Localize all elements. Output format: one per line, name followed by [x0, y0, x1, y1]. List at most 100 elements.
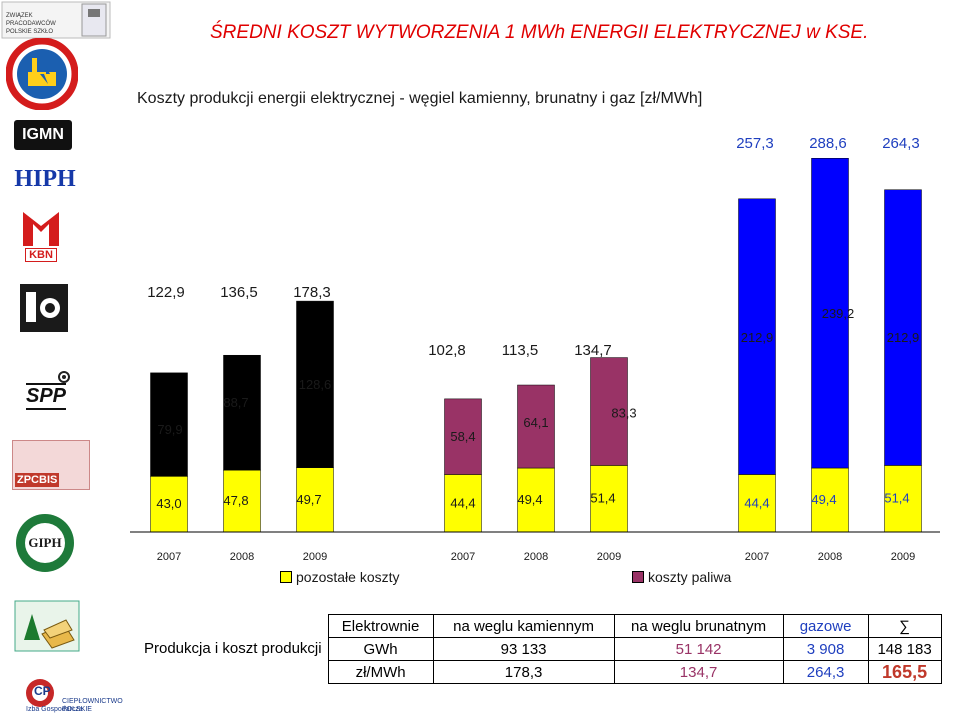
- table-cell: 178,3: [432, 660, 615, 684]
- table-cell: 264,3: [782, 660, 869, 684]
- row-label: GWh: [327, 637, 434, 661]
- table-row: GWh 93 133 51 142 3 908 148 183: [138, 637, 942, 661]
- data-label-fuel: 83,3: [611, 406, 636, 421]
- bar-other-costs: [884, 465, 922, 533]
- column-header: ∑: [867, 614, 942, 638]
- bar-fuel-costs: [590, 357, 628, 466]
- table-cell: 51 142: [613, 637, 784, 661]
- kbn-text: KBN: [25, 248, 57, 262]
- table-cell: 3 908: [782, 637, 869, 661]
- data-label-fuel: 79,9: [157, 422, 182, 437]
- legend-swatch-other: [280, 571, 292, 583]
- bar-fuel-costs: [150, 372, 188, 477]
- table-cell-total: 165,5: [867, 660, 942, 684]
- hiph-text: HIPH: [14, 165, 76, 192]
- giph-seal-icon: [16, 514, 74, 572]
- data-label-fuel: 239,2: [822, 306, 855, 321]
- polskie-szklo-text: ZWIĄZEK PRACODAWCÓW POLSKIE SZKŁO: [6, 13, 56, 35]
- x-tick-label: 2007: [451, 551, 475, 563]
- table-cell: 93 133: [432, 637, 615, 661]
- logo-sidebar: ZWIĄZEK PRACODAWCÓW POLSKIE SZKŁO IGMN H…: [0, 0, 123, 718]
- energy-chamber-logo: [6, 38, 78, 110]
- table-row: Produkcja i koszt produkcji Elektrownie …: [138, 614, 942, 657]
- data-label-other: 44,4: [744, 495, 769, 510]
- data-label-total: 134,7: [574, 342, 612, 359]
- bar-other-costs: [223, 469, 261, 533]
- igmn-logo: IGMN: [14, 120, 72, 150]
- forest-logo: [14, 600, 80, 652]
- spp-gear-icon: [58, 370, 70, 383]
- data-label-other: 51,4: [590, 491, 615, 506]
- legend-swatch-fuel: [632, 571, 644, 583]
- kbn-emblem-icon: [23, 212, 59, 246]
- col-header-cell: Elektrownie: [327, 614, 434, 638]
- bar-fuel-costs: [884, 189, 922, 466]
- legend-label-fuel: koszty paliwa: [648, 569, 732, 585]
- legend-fuel-costs: koszty paliwa: [632, 569, 731, 585]
- data-label-fuel: 88,7: [223, 395, 248, 410]
- zpcbis-logo: ZPCBIS: [12, 440, 90, 490]
- bar-fuel-costs: [517, 384, 555, 469]
- bar-fuel-costs: [444, 398, 482, 475]
- spp-text: SPP: [25, 382, 67, 410]
- table-cell: 148 183: [867, 637, 942, 661]
- zpcbis-text: ZPCBIS: [15, 473, 60, 487]
- x-tick-label: 2007: [745, 551, 769, 563]
- bar-fuel-costs: [738, 198, 776, 475]
- data-label-other: 44,4: [450, 495, 475, 510]
- data-label-fuel: 212,9: [887, 330, 920, 345]
- giph-text: GIPH: [28, 535, 62, 550]
- data-label-other: 47,8: [223, 493, 248, 508]
- polskie-szklo-emblem: [1, 1, 111, 39]
- data-label-fuel: 128,6: [299, 377, 332, 392]
- bar-other-costs: [590, 465, 628, 533]
- data-label-other: 43,0: [156, 496, 181, 511]
- izba-cieplownictwo-logo: CP Izba Gospodarcza CIEPŁOWNICTWO POLSKI…: [22, 672, 140, 718]
- factory-seal-icon: [6, 38, 78, 110]
- bar-other-costs: [517, 467, 555, 533]
- column-header: na weglu brunatnym: [613, 614, 784, 638]
- izba-mark: CP: [34, 684, 51, 698]
- data-label-total: 113,5: [502, 342, 538, 359]
- bar-other-costs: [150, 476, 188, 533]
- row-header-text: Produkcja i koszt produkcji: [144, 640, 322, 657]
- machine-logo: [18, 282, 70, 334]
- page-title: ŚREDNI KOSZT WYTWORZENIA 1 MWh ENERGII E…: [210, 22, 869, 43]
- x-tick-label: 2009: [597, 551, 621, 563]
- kbn-logo: KBN: [20, 208, 62, 264]
- data-label-total: 288,6: [809, 135, 847, 152]
- table-row: zł/MWh 178,3 134,7 264,3 165,5: [138, 660, 942, 684]
- x-tick-label: 2009: [303, 551, 327, 563]
- polskie-szklo-logo: ZWIĄZEK PRACODAWCÓW POLSKIE SZKŁO: [0, 0, 112, 40]
- cp-emblem-icon: [26, 679, 54, 707]
- x-tick-label: 2008: [524, 551, 548, 563]
- data-label-total: 122,9: [147, 284, 185, 301]
- data-label-fuel: 58,4: [450, 429, 475, 444]
- legend-label-other: pozostałe koszty: [296, 569, 400, 585]
- spp-logo: SPP: [18, 360, 74, 420]
- data-label-other: 49,4: [811, 492, 836, 507]
- x-tick-label: 2009: [891, 551, 915, 563]
- data-label-total: 264,3: [882, 135, 920, 152]
- giph-logo: GIPH: [14, 512, 76, 574]
- column-header: na weglu kamiennym: [432, 614, 615, 638]
- data-label-other: 51,4: [884, 491, 909, 506]
- izba-text-1: Izba Gospodarcza: [26, 706, 83, 713]
- machine-icon: [20, 284, 68, 332]
- row-header-cell: Produkcja i koszt produkcji: [138, 615, 328, 684]
- chart-subtitle: Koszty produkcji energii elektrycznej - …: [137, 90, 703, 107]
- row-label: zł/MWh: [327, 660, 434, 684]
- data-label-fuel: 212,9: [741, 330, 774, 345]
- table-cell: 134,7: [613, 660, 784, 684]
- data-label-total: 102,8: [428, 342, 466, 359]
- x-tick-label: 2008: [230, 551, 254, 563]
- bar-fuel-costs: [223, 354, 261, 471]
- hiph-logo: HIPH: [14, 164, 76, 194]
- data-label-fuel: 64,1: [523, 415, 548, 430]
- bar-fuel-costs: [811, 158, 849, 469]
- x-tick-label: 2007: [157, 551, 181, 563]
- data-label-total: 257,3: [736, 135, 774, 152]
- data-label-other: 49,7: [296, 492, 321, 507]
- data-label-total: 178,3: [293, 284, 331, 301]
